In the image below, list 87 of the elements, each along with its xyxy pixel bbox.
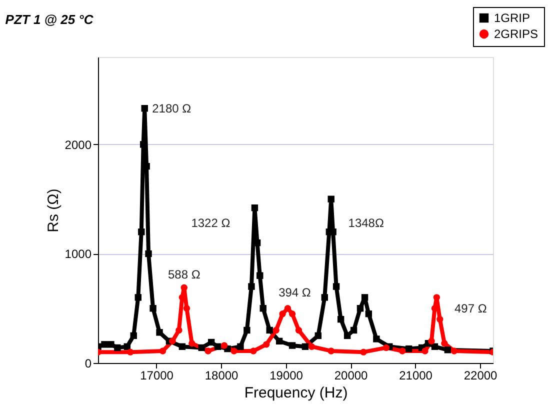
point: [360, 348, 367, 356]
point: [361, 294, 368, 301]
point: [295, 326, 302, 334]
point: [150, 305, 156, 312]
point: [365, 310, 372, 318]
x-tick-label: 18000: [204, 368, 239, 382]
point: [237, 343, 244, 350]
point: [344, 332, 351, 340]
y-tick-label: 1000: [64, 247, 92, 262]
point: [284, 305, 292, 312]
x-tick-label: 21000: [399, 368, 433, 382]
point: [108, 341, 114, 348]
annotation: 588 Ω: [168, 268, 200, 282]
point: [248, 283, 255, 290]
point: [433, 294, 440, 301]
point: [332, 283, 340, 290]
point: [321, 294, 328, 301]
point: [198, 344, 205, 352]
point: [260, 305, 266, 312]
point: [314, 332, 322, 340]
point: [180, 284, 188, 291]
point: [356, 305, 364, 312]
point: [204, 348, 212, 354]
y-axis-title: Rs (Ω): [44, 188, 62, 232]
legend-label: 1GRIP: [494, 11, 530, 25]
annotation: 1348Ω: [348, 216, 384, 230]
point: [134, 294, 142, 301]
point: [373, 336, 380, 342]
point: [444, 346, 452, 354]
annotation: 394 Ω: [278, 285, 311, 300]
point: [244, 326, 250, 334]
point: [272, 326, 280, 334]
point: [256, 272, 264, 279]
point: [288, 342, 296, 349]
point: [405, 345, 412, 352]
point: [441, 340, 448, 347]
x-tick-label: 20000: [334, 368, 368, 382]
point: [145, 250, 152, 258]
point: [130, 332, 137, 340]
point: [220, 342, 228, 349]
y-tick-label: 2000: [64, 138, 92, 152]
point: [302, 343, 309, 350]
x-tick-label: 17000: [140, 368, 174, 382]
point: [330, 228, 336, 236]
x-axis-title: Frequency (Hz): [244, 384, 348, 402]
point: [208, 338, 215, 346]
y-tick-label: 0: [84, 356, 92, 370]
point: [337, 316, 344, 323]
point: [328, 348, 334, 354]
point: [188, 340, 196, 347]
point: [127, 348, 134, 356]
point: [428, 338, 435, 344]
x-tick-label: 19000: [270, 368, 304, 382]
legend-label: 2GRIPS: [494, 27, 538, 41]
point: [450, 348, 458, 354]
point: [431, 343, 438, 350]
point: [263, 341, 270, 348]
annotation: 1322 Ω: [191, 216, 230, 230]
point: [156, 329, 163, 336]
x-tick-label: 22000: [464, 368, 498, 382]
point: [169, 338, 176, 344]
point: [176, 326, 182, 334]
chart-title: PZT 1 @ 25 °C: [5, 12, 94, 27]
annotation: 497 Ω: [454, 301, 487, 316]
point: [279, 310, 286, 318]
point: [288, 310, 296, 318]
point: [436, 316, 444, 323]
point: [159, 348, 166, 354]
point: [276, 338, 283, 344]
point: [398, 348, 406, 354]
point: [266, 326, 273, 334]
point: [214, 343, 222, 350]
point: [101, 341, 108, 348]
point: [141, 105, 148, 112]
point: [308, 343, 316, 350]
point: [138, 228, 145, 236]
point: [382, 344, 390, 352]
point: [422, 348, 428, 354]
point: [230, 348, 238, 354]
point: [114, 344, 121, 352]
point: [178, 343, 186, 350]
annotation: 2180 Ω: [152, 101, 192, 116]
point: [183, 305, 190, 312]
point: [328, 196, 334, 202]
point: [250, 348, 257, 354]
point: [350, 326, 358, 334]
point: [251, 204, 258, 212]
